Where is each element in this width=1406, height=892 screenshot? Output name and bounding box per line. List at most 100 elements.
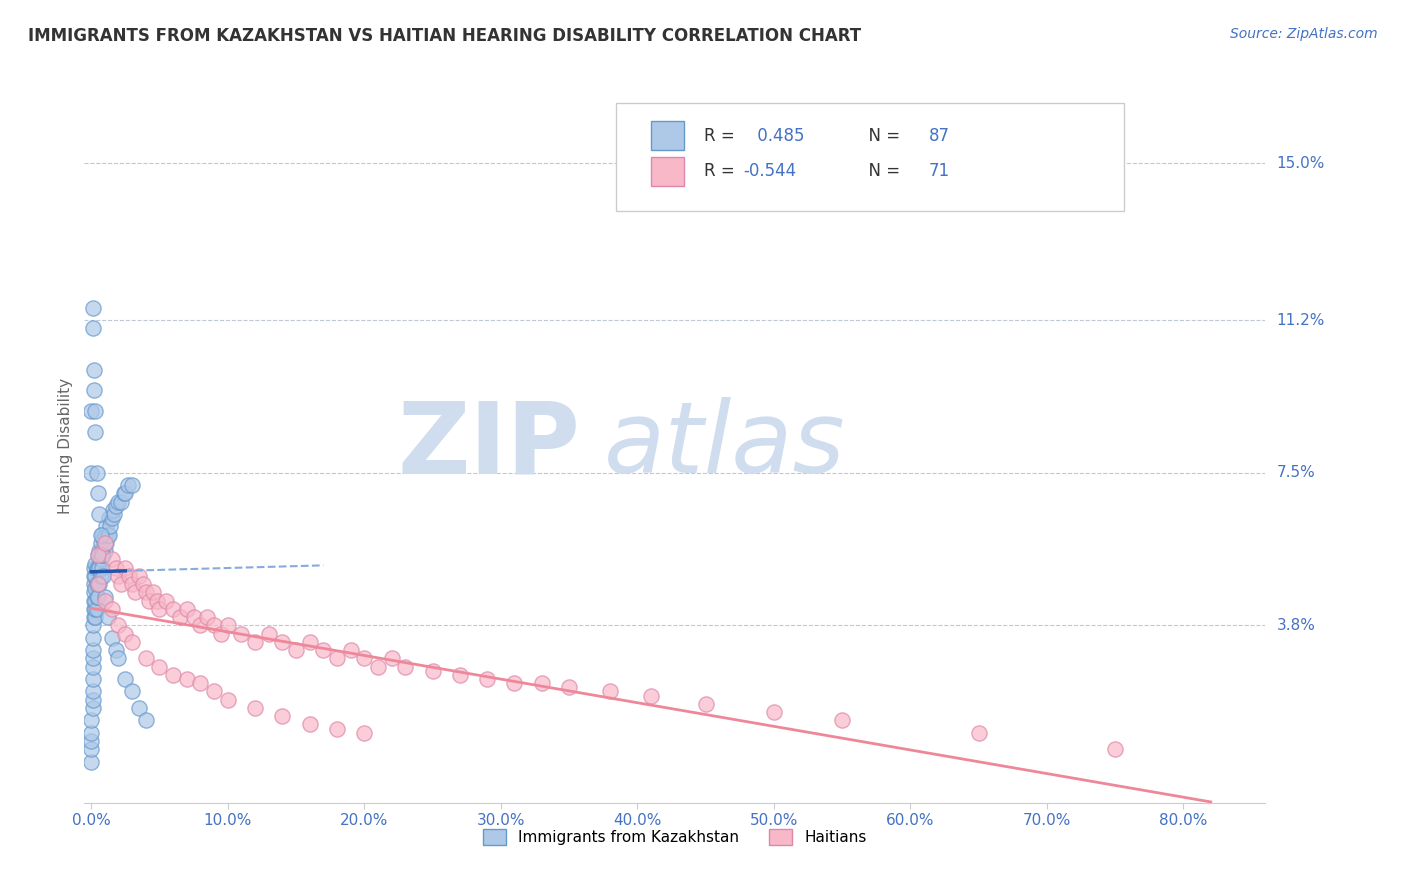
Point xyxy=(80,714,103,728)
Point xyxy=(82,672,104,686)
Point xyxy=(243,635,266,649)
Point xyxy=(90,552,112,566)
Point xyxy=(82,692,104,706)
Point xyxy=(86,590,108,604)
Point xyxy=(135,714,157,728)
Point xyxy=(83,585,105,599)
Point xyxy=(142,585,165,599)
Point xyxy=(90,569,112,583)
Point xyxy=(128,701,150,715)
Point xyxy=(162,602,184,616)
Point xyxy=(202,684,225,698)
Point xyxy=(97,527,120,541)
Text: 0.485: 0.485 xyxy=(752,127,804,145)
Point xyxy=(100,602,122,616)
Point xyxy=(104,499,127,513)
Point xyxy=(87,549,110,563)
Point xyxy=(87,577,110,591)
Point xyxy=(82,618,104,632)
Point xyxy=(84,602,107,616)
Point xyxy=(475,672,498,686)
Point xyxy=(640,689,662,703)
Point xyxy=(243,701,266,715)
Point xyxy=(148,602,170,616)
Point xyxy=(100,631,122,645)
Point xyxy=(101,503,124,517)
Text: -0.544: -0.544 xyxy=(744,162,797,180)
Y-axis label: Hearing Disability: Hearing Disability xyxy=(58,378,73,514)
Point xyxy=(190,676,212,690)
Point xyxy=(87,549,110,563)
Point xyxy=(114,560,136,574)
Point xyxy=(110,494,132,508)
Point xyxy=(96,536,118,550)
Point xyxy=(80,755,103,769)
Point xyxy=(90,536,112,550)
Point xyxy=(326,722,349,736)
Point xyxy=(176,602,198,616)
Point xyxy=(271,635,294,649)
Point xyxy=(80,734,103,748)
Point xyxy=(89,577,111,591)
Point xyxy=(91,544,114,558)
Point xyxy=(394,659,416,673)
Point xyxy=(339,643,361,657)
Point xyxy=(104,560,127,574)
Point xyxy=(97,511,120,525)
Text: R =: R = xyxy=(704,162,741,180)
Point xyxy=(135,651,157,665)
Point xyxy=(112,486,135,500)
Text: IMMIGRANTS FROM KAZAKHSTAN VS HAITIAN HEARING DISABILITY CORRELATION CHART: IMMIGRANTS FROM KAZAKHSTAN VS HAITIAN HE… xyxy=(28,27,862,45)
Point xyxy=(202,618,225,632)
Point xyxy=(103,507,125,521)
Point xyxy=(83,610,105,624)
Point xyxy=(353,725,375,739)
Point xyxy=(217,618,239,632)
Point xyxy=(195,610,218,624)
Point xyxy=(94,544,117,558)
Point xyxy=(84,610,107,624)
Point xyxy=(89,507,111,521)
Point xyxy=(93,549,115,563)
Point xyxy=(298,635,321,649)
Point xyxy=(100,552,122,566)
Text: atlas: atlas xyxy=(605,398,845,494)
Point xyxy=(148,659,170,673)
Point xyxy=(83,560,105,574)
Point xyxy=(162,668,184,682)
Point xyxy=(132,577,155,591)
Point xyxy=(84,569,107,583)
Point xyxy=(503,676,526,690)
Point xyxy=(114,486,136,500)
Bar xyxy=(651,121,685,150)
Point xyxy=(82,651,104,665)
Point xyxy=(326,651,349,665)
Point xyxy=(257,626,280,640)
Point xyxy=(94,536,117,550)
Point xyxy=(94,593,117,607)
Point xyxy=(104,643,127,657)
Text: Source: ZipAtlas.com: Source: ZipAtlas.com xyxy=(1230,27,1378,41)
Point xyxy=(96,519,118,533)
Point xyxy=(312,643,335,657)
Point xyxy=(98,519,121,533)
Point xyxy=(121,478,143,492)
Point xyxy=(422,664,444,678)
Point xyxy=(145,593,167,607)
Point xyxy=(353,651,375,665)
Point xyxy=(138,593,160,607)
Point xyxy=(114,672,136,686)
Point xyxy=(118,569,141,583)
Point xyxy=(83,577,105,591)
Point xyxy=(831,714,853,728)
Point xyxy=(87,577,110,591)
Point xyxy=(110,577,132,591)
Point xyxy=(183,610,205,624)
Point xyxy=(114,626,136,640)
Point xyxy=(97,527,120,541)
Text: 3.8%: 3.8% xyxy=(1277,618,1316,633)
Point xyxy=(82,684,104,698)
Point xyxy=(121,684,143,698)
Point xyxy=(82,659,104,673)
Point xyxy=(93,532,115,546)
